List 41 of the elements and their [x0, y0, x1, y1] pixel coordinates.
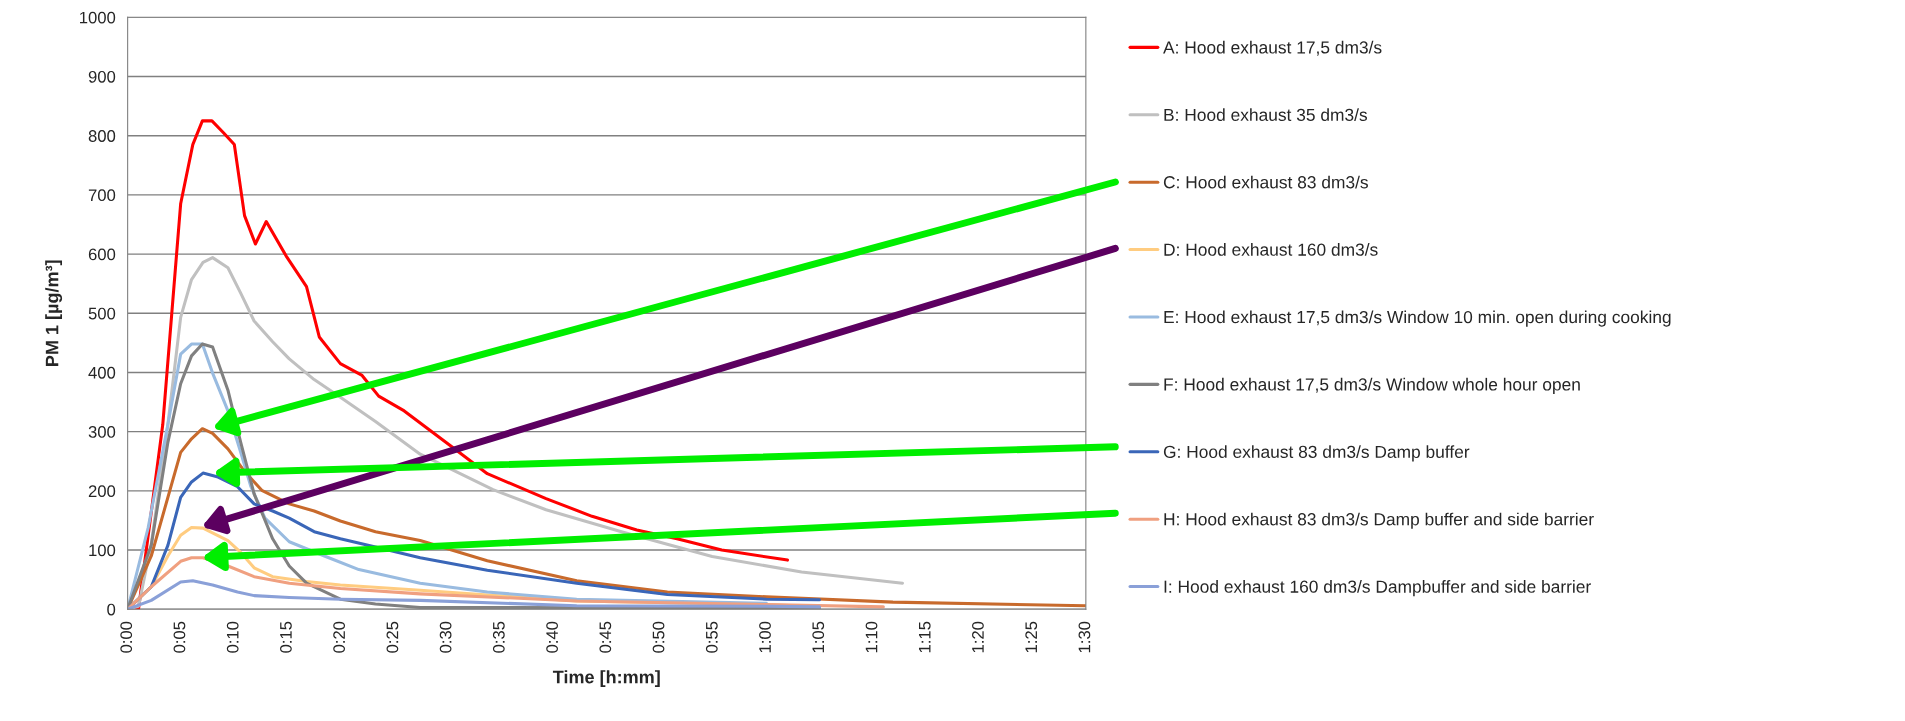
- legend-label: H: Hood exhaust 83 dm3/s Damp buffer and side barrier: [1164, 512, 1594, 529]
- x-tick-label: 1:25: [1025, 621, 1038, 653]
- legend-label: G: Hood exhaust 83 dm3/s Damp buffer: [1163, 445, 1470, 462]
- x-tick-label: 0:35: [492, 621, 505, 653]
- x-tick-label: 0:05: [173, 621, 186, 653]
- x-tick-label: 0:55: [705, 621, 718, 653]
- y-tick-label: 700: [88, 189, 116, 202]
- x-axis-title: Time [h:mm]: [552, 670, 660, 687]
- legend-label: E: Hood exhaust 17,5 dm3/s Window 10 min. open during cooking: [1164, 310, 1671, 327]
- x-tick-label: 1:20: [972, 621, 984, 653]
- x-tick-label: 0:45: [599, 621, 612, 653]
- y-tick-label: 300: [88, 426, 116, 438]
- y-tick-label: 600: [88, 248, 116, 261]
- y-tick-label: 900: [88, 70, 116, 83]
- y-tick-label: 200: [88, 485, 116, 498]
- y-axis-title: PM 1 [µg/m³]: [45, 260, 63, 366]
- x-tick-label: 0:25: [386, 621, 399, 653]
- y-tick-label: 0: [107, 603, 116, 616]
- x-tick-label: 0:20: [333, 621, 346, 653]
- x-tick-label: 0:10: [226, 621, 239, 653]
- y-tick-label: 400: [88, 366, 116, 379]
- y-tick-label: 500: [88, 307, 116, 320]
- x-tick-label: 1:00: [759, 621, 771, 653]
- legend-label: C: Hood exhaust 83 dm3/s: [1163, 175, 1368, 189]
- legend-label: F: Hood exhaust 17,5 dm3/s Window whole hour open: [1164, 377, 1580, 395]
- legend-label: B: Hood exhaust 35 dm3/s: [1164, 108, 1367, 122]
- x-tick-label: 0:15: [280, 621, 292, 653]
- x-tick-label: 0:00: [120, 621, 133, 653]
- y-tick-label: 800: [88, 130, 116, 142]
- x-tick-label: 0:30: [439, 621, 452, 653]
- legend-label: I: Hood exhaust 160 dm3/s Dampbuffer and side barrier: [1164, 580, 1591, 597]
- x-tick-label: 1:15: [918, 621, 931, 653]
- y-tick-label: 1000: [80, 11, 116, 24]
- x-tick-label: 0:40: [546, 621, 558, 653]
- x-tick-label: 1:30: [1078, 621, 1091, 653]
- legend-label: A: Hood exhaust 17,5 dm3/s: [1163, 40, 1382, 56]
- x-tick-label: 1:10: [865, 621, 878, 653]
- legend-label: D: Hood exhaust 160 dm3/s: [1164, 243, 1378, 256]
- y-tick-label: 100: [89, 544, 116, 557]
- x-tick-label: 1:05: [812, 621, 825, 653]
- x-tick-label: 0:50: [652, 621, 665, 653]
